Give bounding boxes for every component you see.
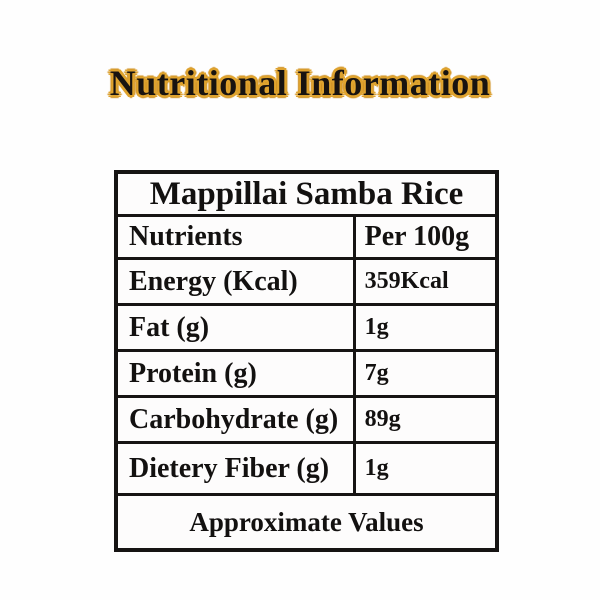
table-row-protein: Protein (g) 7g: [114, 349, 499, 398]
page-title: Nutritional Information: [109, 63, 491, 103]
approximate-values-note: Approximate Values: [114, 493, 499, 552]
product-name: Mappillai Samba Rice: [114, 170, 499, 217]
nutrient-label: Dietery Fiber (g): [114, 441, 356, 496]
nutrient-value: 89g: [352, 395, 499, 444]
nutrient-label: Fat (g): [114, 303, 356, 352]
nutrition-table: Mappillai Samba Rice Nutrients Per 100g …: [114, 170, 499, 552]
column-header-per-100g: Per 100g: [352, 214, 499, 260]
table-footer-row: Approximate Values: [114, 493, 499, 552]
table-row-dietary-fiber: Dietery Fiber (g) 1g: [114, 441, 499, 496]
table-row-carbohydrate: Carbohydrate (g) 89g: [114, 395, 499, 444]
table-row-energy: Energy (Kcal) 359Kcal: [114, 257, 499, 306]
nutrient-value: 7g: [352, 349, 499, 398]
table-row-fat: Fat (g) 1g: [114, 303, 499, 352]
table-header-row: Nutrients Per 100g: [114, 214, 499, 260]
nutrient-value: 1g: [352, 441, 499, 496]
table-title-row: Mappillai Samba Rice: [114, 170, 499, 217]
column-header-nutrients: Nutrients: [114, 214, 356, 260]
nutrient-label: Energy (Kcal): [114, 257, 356, 306]
nutrient-label: Protein (g): [114, 349, 356, 398]
nutrient-value: 1g: [352, 303, 499, 352]
nutrient-value: 359Kcal: [352, 257, 499, 306]
nutrient-label: Carbohydrate (g): [114, 395, 356, 444]
